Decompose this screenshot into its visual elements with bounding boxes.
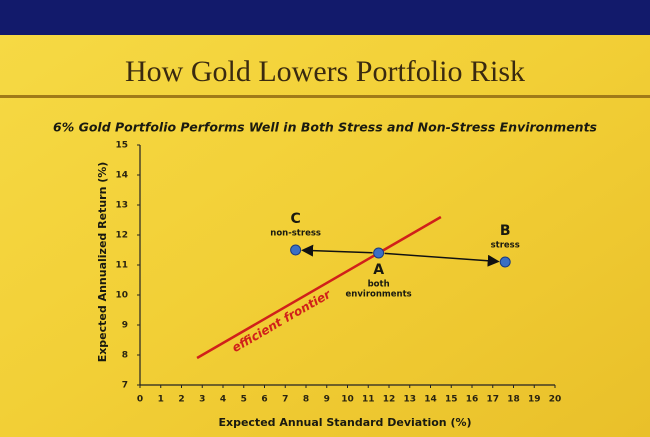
y-tick-label: 7 [122,381,128,391]
x-tick-label: 17 [486,395,499,405]
arrow [301,244,373,257]
frontier-line [196,215,442,360]
x-tick-label: 2 [178,395,184,405]
subtitle: 6% Gold Portfolio Performs Well in Both … [53,120,597,135]
x-tick-label: 18 [507,395,520,405]
x-axis-label: Expected Annual Standard Deviation (%) [218,416,471,429]
point-note: both [368,280,390,290]
x-tick-label: 14 [424,395,437,405]
point-note: environments [346,290,412,300]
x-tick-label: 15 [445,395,458,405]
x-tick-label: 16 [466,395,479,405]
point [290,244,302,256]
x-tick-label: 4 [220,395,226,405]
y-tick-label: 10 [115,291,128,301]
x-tick-label: 19 [528,395,541,405]
x-tick-label: 3 [199,395,205,405]
y-axis-label: Expected Annualized Return (%) [96,162,109,363]
x-tick-label: 7 [282,395,288,405]
point [499,256,511,268]
y-tick-label: 8 [122,351,128,361]
point-note: stress [491,241,520,251]
x-tick-label: 20 [549,395,562,405]
x-tick-label: 1 [158,395,164,405]
x-tick-label: 0 [137,395,143,405]
point-note: non-stress [270,229,321,239]
y-tick-label: 13 [115,201,128,211]
divider [0,95,650,98]
point-name: C [290,211,300,227]
x-tick-label: 13 [403,395,416,405]
x-tick-label: 5 [241,395,247,405]
top-band [0,0,650,35]
point [373,247,385,259]
arrow [384,252,500,267]
y-tick-label: 15 [115,141,128,151]
point-name: A [373,262,384,278]
y-tick-label: 9 [122,321,128,331]
x-tick-label: 8 [303,395,309,405]
x-tick-label: 10 [341,395,354,405]
point-name: B [500,223,511,239]
x-tick-label: 12 [383,395,396,405]
x-tick-label: 9 [324,395,330,405]
y-tick-label: 14 [115,171,128,181]
x-tick-label: 6 [261,395,267,405]
y-tick-label: 12 [115,231,128,241]
title: How Gold Lowers Portfolio Risk [125,55,525,88]
x-tick-label: 11 [362,395,375,405]
y-tick-label: 11 [115,261,128,271]
